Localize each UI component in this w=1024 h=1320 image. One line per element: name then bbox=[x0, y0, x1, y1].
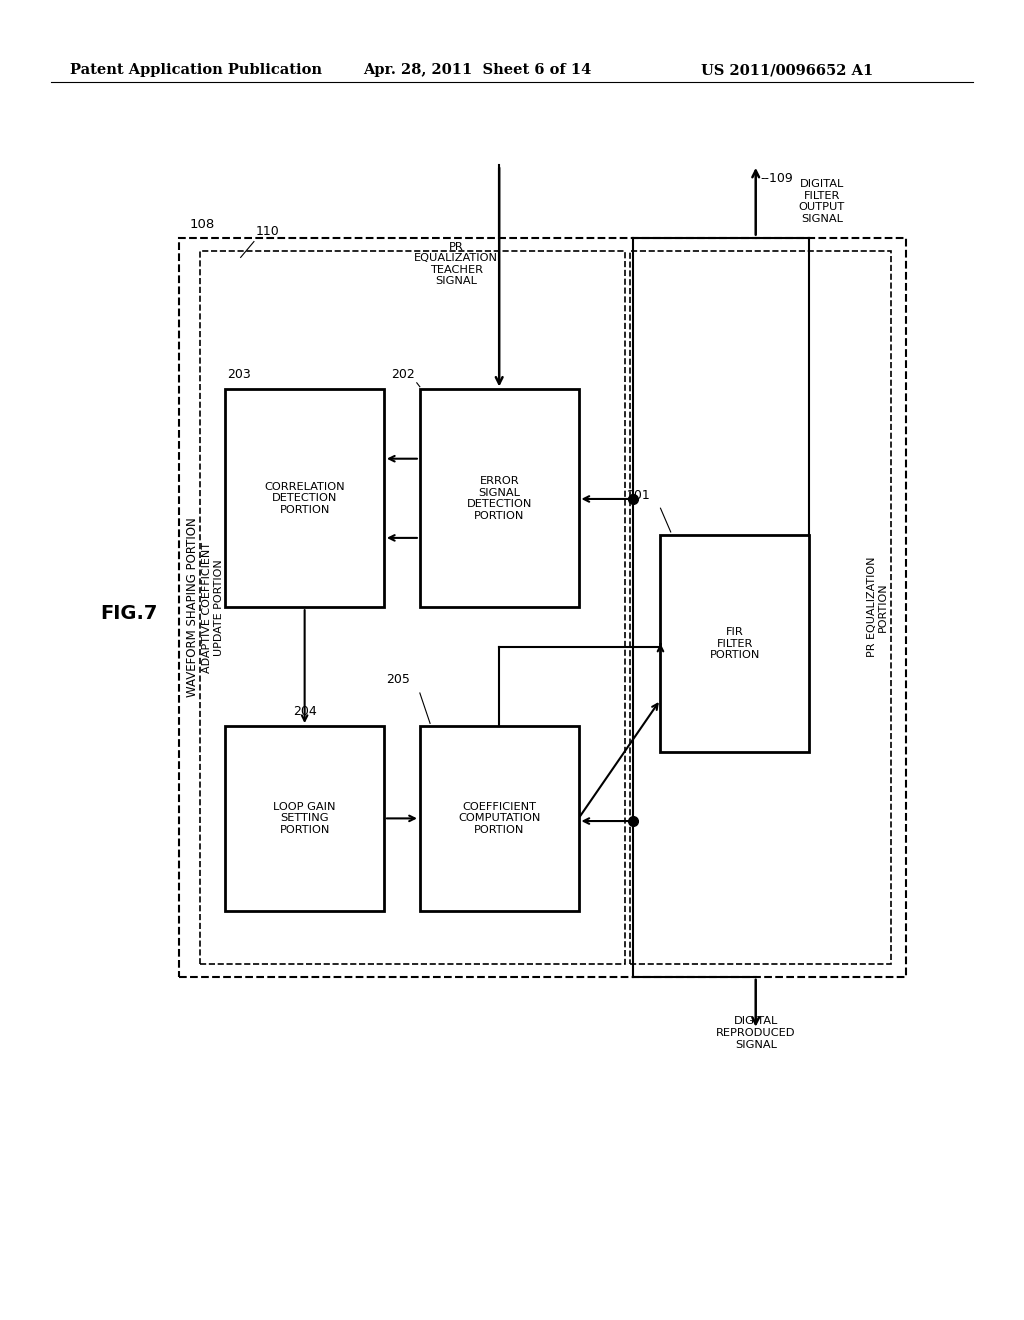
Text: 204: 204 bbox=[293, 705, 316, 718]
Text: COEFFICIENT
COMPUTATION
PORTION: COEFFICIENT COMPUTATION PORTION bbox=[458, 801, 541, 836]
Bar bbox=[420, 389, 579, 607]
Text: PR EQUALIZATION
PORTION: PR EQUALIZATION PORTION bbox=[866, 557, 889, 657]
Text: CORRELATION
DETECTION
PORTION: CORRELATION DETECTION PORTION bbox=[264, 482, 345, 515]
Text: 202: 202 bbox=[391, 368, 415, 381]
Text: Patent Application Publication: Patent Application Publication bbox=[70, 63, 322, 78]
Bar bbox=[225, 389, 384, 607]
Text: 108: 108 bbox=[189, 218, 215, 231]
Text: ADAPTIVE COEFFICIENT
UPDATE PORTION: ADAPTIVE COEFFICIENT UPDATE PORTION bbox=[202, 541, 224, 673]
Bar bbox=[200, 251, 625, 964]
Text: WAVEFORM SHAPING PORTION: WAVEFORM SHAPING PORTION bbox=[186, 517, 199, 697]
Text: FIG.7: FIG.7 bbox=[100, 605, 158, 623]
Bar bbox=[225, 726, 384, 911]
Text: LOOP GAIN
SETTING
PORTION: LOOP GAIN SETTING PORTION bbox=[273, 801, 336, 836]
Text: Apr. 28, 2011  Sheet 6 of 14: Apr. 28, 2011 Sheet 6 of 14 bbox=[364, 63, 592, 78]
Bar bbox=[660, 535, 809, 752]
Text: 205: 205 bbox=[386, 673, 410, 686]
Bar bbox=[179, 238, 906, 977]
Bar bbox=[630, 251, 891, 964]
Text: ERROR
SIGNAL
DETECTION
PORTION: ERROR SIGNAL DETECTION PORTION bbox=[467, 477, 531, 520]
Text: DIGITAL
REPRODUCED
SIGNAL: DIGITAL REPRODUCED SIGNAL bbox=[716, 1016, 796, 1049]
Text: PR
EQUALIZATION
TEACHER
SIGNAL: PR EQUALIZATION TEACHER SIGNAL bbox=[414, 242, 499, 286]
Text: FIR
FILTER
PORTION: FIR FILTER PORTION bbox=[710, 627, 760, 660]
Bar bbox=[420, 726, 579, 911]
Text: --109: --109 bbox=[761, 172, 794, 185]
Text: 201: 201 bbox=[627, 488, 650, 502]
Text: US 2011/0096652 A1: US 2011/0096652 A1 bbox=[701, 63, 873, 78]
Text: 110: 110 bbox=[256, 224, 280, 238]
Text: 203: 203 bbox=[227, 368, 251, 381]
Text: DIGITAL
FILTER
OUTPUT
SIGNAL: DIGITAL FILTER OUTPUT SIGNAL bbox=[799, 180, 845, 223]
